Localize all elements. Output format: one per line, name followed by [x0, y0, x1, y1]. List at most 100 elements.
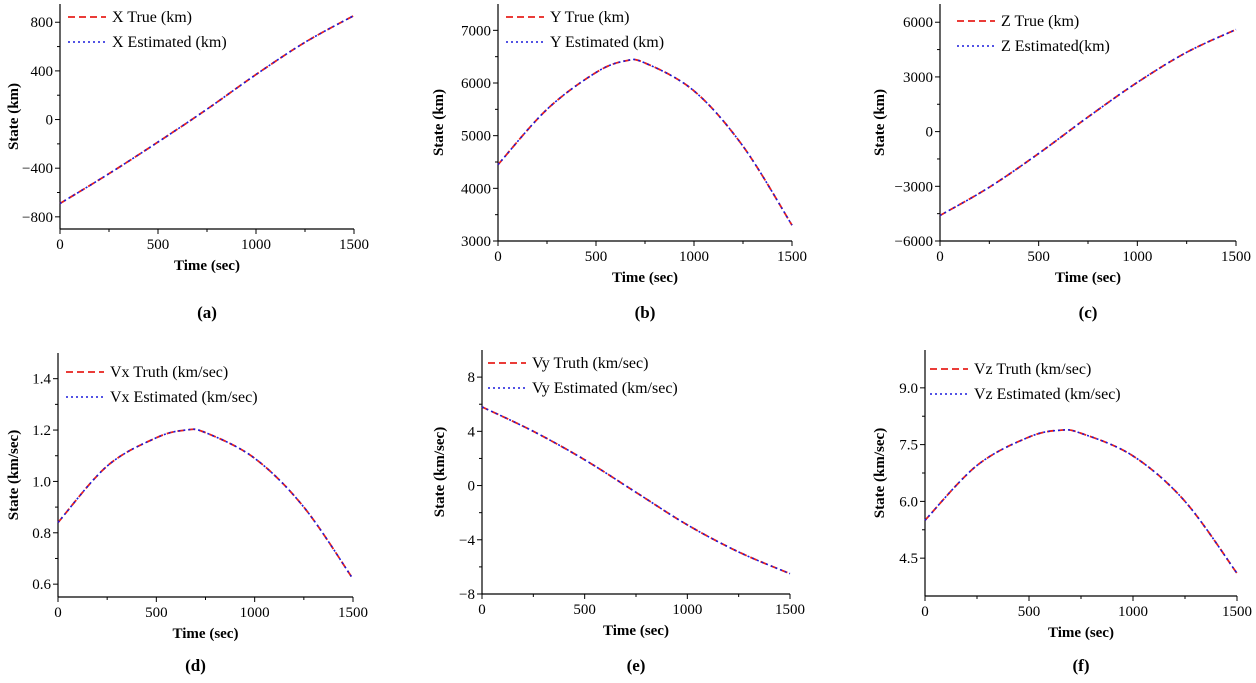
x-tick-label: 0: [494, 249, 502, 265]
y-tick-label: 800: [31, 15, 54, 31]
y-tick-label: −4: [459, 533, 475, 549]
y-axis-label: State (km): [6, 83, 22, 150]
y-tick-label: 7.5: [899, 438, 918, 454]
y-tick-label: 0: [46, 113, 54, 129]
y-tick-label: 0: [926, 125, 934, 141]
x-tick-label: 0: [936, 249, 944, 265]
y-tick-label: −3000: [895, 179, 933, 195]
x-tick-label: 1000: [240, 605, 270, 621]
x-tick-label: 1000: [672, 602, 702, 618]
series-line-estimated: [497, 58, 793, 226]
y-tick-label: 6000: [461, 76, 491, 92]
x-tick-label: 0: [921, 604, 929, 620]
legend-label: Vy Estimated (km/sec): [532, 380, 678, 397]
x-tick-label: 500: [1018, 604, 1041, 620]
x-axis-label: Time (sec): [612, 270, 678, 286]
y-tick-label: 0: [468, 479, 476, 495]
x-tick-label: 1000: [1118, 604, 1148, 620]
y-tick-label: 6000: [903, 15, 933, 31]
y-tick-label: 4.5: [899, 551, 918, 567]
x-tick-label: 0: [56, 237, 64, 253]
panel-caption: (c): [1079, 303, 1098, 322]
x-tick-label: 500: [145, 605, 168, 621]
x-tick-label: 500: [147, 237, 170, 253]
y-tick-label: 4000: [461, 181, 491, 197]
x-tick-label: 0: [478, 602, 486, 618]
panel-caption: (a): [197, 303, 217, 322]
series-line-true: [497, 58, 793, 226]
legend-label: Vz Estimated (km/sec): [974, 386, 1121, 403]
x-axis-label: Time (sec): [603, 623, 669, 639]
panel-f: 0 500 1000 1500 4.5 6.0 7.5 9.0 Time (sec) State …: [872, 350, 1252, 675]
y-axis-label: State (km): [431, 89, 447, 156]
x-tick-label: 1000: [679, 249, 709, 265]
y-axis-label: State (km/sec): [432, 427, 448, 517]
series-line-estimated: [924, 428, 1238, 574]
legend-label: Vz Truth (km/sec): [974, 361, 1091, 378]
series-line-true: [939, 28, 1237, 217]
panel-caption: (e): [627, 656, 646, 675]
x-tick-label: 0: [54, 605, 62, 621]
x-axis-label: Time (sec): [1048, 625, 1114, 641]
legend-label: Y Estimated (km): [550, 34, 664, 51]
legend-label: Vy Truth (km/sec): [532, 355, 648, 372]
panel-d: 0 500 1000 1500 0.6 0.8 1.0 1.2 1.4 Time (sec) Sta…: [6, 353, 368, 675]
x-tick-label: 1000: [241, 237, 271, 253]
x-tick-label: 1500: [777, 249, 807, 265]
y-axis-label: State (km/sec): [6, 430, 22, 520]
x-tick-label: 1500: [1221, 249, 1251, 265]
x-tick-label: 1500: [1222, 604, 1252, 620]
legend-label: Y True (km): [550, 9, 629, 26]
y-tick-label: 0.6: [32, 577, 51, 593]
y-tick-label: 7000: [461, 23, 491, 39]
y-tick-label: 5000: [461, 129, 491, 145]
panel-caption: (b): [635, 303, 656, 322]
panel-b: 0 500 1000 1500 3000 4000 5000 6000 7000 Time (se…: [431, 4, 807, 322]
legend-label: Z True (km): [1001, 13, 1079, 30]
y-tick-label: −800: [22, 210, 53, 226]
y-tick-label: −8: [459, 587, 475, 603]
x-tick-label: 500: [573, 602, 596, 618]
x-axis-label: Time (sec): [173, 626, 239, 642]
legend-label: X Estimated (km): [112, 34, 227, 51]
x-tick-label: 1500: [339, 237, 369, 253]
legend-label: Vx Estimated (km/sec): [110, 389, 258, 406]
panel-e: 0 500 1000 1500 −8 −4 0 4 8 Time (sec) State (km/s…: [432, 350, 805, 675]
y-tick-label: 1.2: [32, 423, 51, 439]
x-tick-label: 1500: [338, 605, 368, 621]
legend-label: Z Estimated(km): [1001, 38, 1110, 55]
panel-caption: (f): [1073, 656, 1090, 675]
x-tick-label: 1500: [775, 602, 805, 618]
panel-a: 0 500 1000 1500 −800 −400 0 400 800 Time (sec) Sta…: [6, 4, 369, 322]
y-tick-label: −400: [22, 161, 53, 177]
x-axis-label: Time (sec): [1055, 270, 1121, 286]
y-axis-label: State (km): [872, 89, 888, 156]
series-line-true: [481, 406, 791, 575]
legend-label: Vx Truth (km/sec): [110, 364, 228, 381]
series-line-true: [924, 428, 1238, 574]
series-line-estimated: [939, 28, 1237, 217]
x-tick-label: 500: [1027, 249, 1050, 265]
x-axis-label: Time (sec): [174, 258, 240, 274]
y-tick-label: 1.0: [32, 474, 51, 490]
panel-caption: (d): [185, 656, 206, 675]
y-tick-label: 3000: [903, 70, 933, 86]
x-tick-label: 500: [585, 249, 608, 265]
series-line-true: [59, 14, 355, 205]
y-tick-label: −6000: [895, 234, 933, 250]
y-tick-label: 8: [468, 370, 476, 386]
y-tick-label: 3000: [461, 234, 491, 250]
y-tick-label: 9.0: [899, 381, 918, 397]
series-line-estimated: [481, 406, 791, 575]
series-line-true: [57, 428, 354, 580]
y-tick-label: 6.0: [899, 494, 918, 510]
y-tick-label: 0.8: [32, 526, 51, 542]
y-tick-label: 1.4: [32, 372, 51, 388]
y-tick-label: 4: [468, 424, 476, 440]
y-axis-label: State (km/sec): [872, 428, 888, 518]
series-line-estimated: [57, 428, 354, 580]
x-tick-label: 1000: [1122, 249, 1152, 265]
legend-label: X True (km): [112, 9, 192, 26]
panel-c: 0 500 1000 1500 −6000 −3000 0 3000 6000 Time (sec…: [872, 4, 1251, 322]
